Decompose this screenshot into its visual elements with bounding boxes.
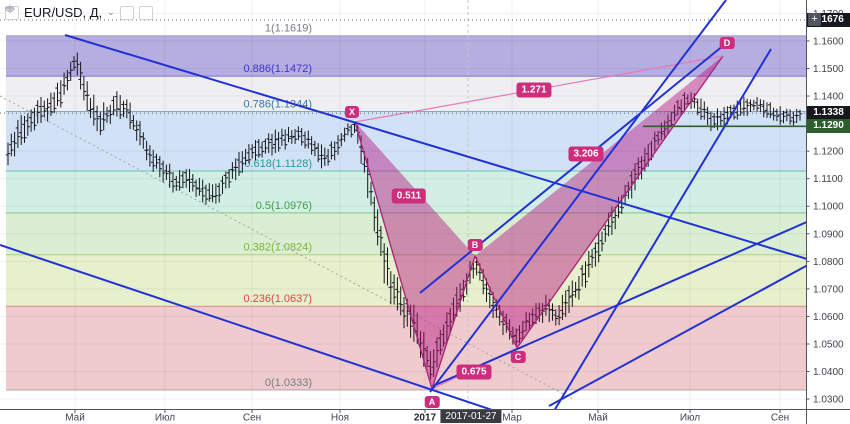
time-axis-label: Сен [243, 413, 261, 424]
price-axis-label: 1.0700 [813, 284, 844, 295]
xabcd-pattern[interactable] [354, 55, 724, 392]
time-axis-label: Ноя [331, 413, 349, 424]
fib-label: 0(1.0333) [265, 377, 312, 389]
fib-label: 0.236(1.0637) [244, 293, 313, 305]
time-axis-label: Май [65, 413, 85, 424]
pattern-point-B[interactable]: B [467, 239, 483, 251]
pattern-ratio-label[interactable]: 0.675 [456, 364, 492, 380]
date-badge: 2017-01-27 [440, 410, 502, 423]
price-axis-label: 1.0500 [813, 339, 844, 350]
fib-label: 0.5(1.0976) [256, 200, 312, 212]
price-axis-label: 1.0400 [813, 367, 844, 378]
symbol-legend[interactable]: EUR/USD, Д, ⌄ [5, 4, 153, 21]
price-axis-label: 1.0600 [813, 312, 844, 323]
pattern-ratio-label[interactable]: 1.271 [516, 82, 552, 98]
time-axis-label: Мар [502, 413, 522, 424]
pattern-point-D[interactable]: D [719, 37, 735, 49]
fib-levels[interactable]: 1(1.1619) 0.886(1.1472) 0.786(1.1344) 0.618… [6, 23, 806, 391]
gear-icon[interactable] [5, 4, 153, 20]
add-alert-plus-button[interactable]: + [808, 13, 821, 26]
price-axis-label: 1.1200 [813, 147, 844, 158]
aux-lines [0, 0, 576, 409]
fib-label: 0.618(1.1128) [244, 158, 312, 170]
price-axis-label: 1.1600 [813, 36, 844, 47]
price-axis-label: 1.1500 [813, 64, 844, 75]
price-axis-label: 1.1000 [813, 202, 844, 213]
price-axis-label: 1.1400 [813, 92, 844, 103]
pattern-point-C[interactable]: C [510, 351, 526, 363]
pattern-ratio-label[interactable]: 0.511 [391, 188, 427, 204]
price-axis-label: 1.1100 [813, 174, 843, 185]
time-axis-label: Июл [680, 413, 700, 424]
price-axis-label: 1.0900 [813, 229, 844, 240]
price-badge-position: 1.1290 [807, 119, 850, 134]
price-badge-last: 1.1338 [807, 106, 850, 121]
time-axis-label: Июл [155, 413, 175, 424]
symbol-title[interactable]: EUR/USD, Д, [24, 5, 103, 20]
grid [0, 0, 806, 409]
chevron-down-icon[interactable]: ⌄ [107, 7, 115, 17]
candlesticks [5, 52, 803, 380]
eye-icon[interactable] [5, 5, 134, 20]
time-axis-label: 2017 [414, 413, 437, 424]
time-axis-label: Сен [771, 413, 789, 424]
fib-label: 0.786(1.1344) [244, 98, 313, 110]
fib-label: 1(1.1619) [265, 23, 312, 35]
price-axis-label: 1.0300 [813, 395, 844, 406]
time-axis-label: Май [588, 413, 608, 424]
pattern-point-A[interactable]: A [424, 396, 440, 408]
pattern-point-X[interactable]: X [344, 106, 360, 118]
pattern-ratio-label[interactable]: 3.206 [568, 146, 604, 162]
fib-label: 0.886(1.1472) [244, 63, 313, 75]
price-axis-label: 1.0800 [813, 257, 844, 268]
fib-label: 0.382(1.0824) [244, 242, 313, 254]
price-lines[interactable] [0, 19, 806, 128]
